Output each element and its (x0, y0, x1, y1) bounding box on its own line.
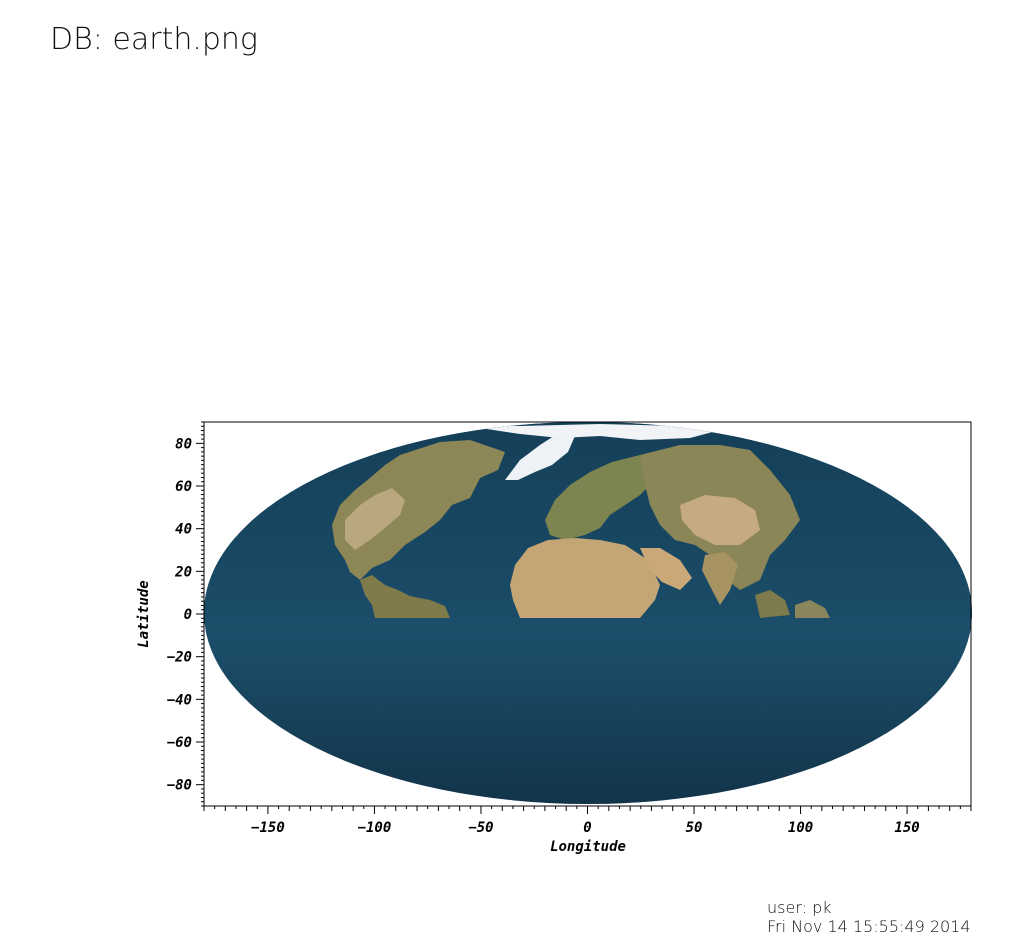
x-tick-label: 50 (686, 820, 703, 836)
land-central-america (360, 575, 450, 618)
y-tick-label: 80 (175, 436, 192, 452)
y-tick-label: −80 (167, 778, 192, 794)
land-arctic-ice (460, 424, 720, 440)
land-southeast-asia (755, 590, 790, 618)
y-axis: −80 −60 −40 −20 0 20 40 60 80 (167, 421, 204, 807)
user-label: user: pk (767, 898, 832, 917)
y-axis-title: Latitude (136, 580, 152, 647)
x-axis-title: Longitude (550, 839, 626, 855)
x-tick-label: −50 (468, 820, 493, 836)
land-arabia (640, 548, 692, 590)
y-tick-label: −60 (167, 735, 192, 751)
x-axis: −150 −100 −50 0 50 100 150 (203, 806, 972, 836)
y-tick-label: 0 (184, 607, 192, 623)
y-tick-label: 40 (175, 522, 192, 538)
timestamp: Fri Nov 14 15:55:49 2014 (767, 917, 971, 936)
globe (204, 422, 972, 804)
y-tick-label: 20 (174, 564, 192, 580)
land-indonesia (795, 600, 830, 618)
x-tick-label: −100 (358, 820, 392, 836)
x-tick-label: 100 (788, 820, 813, 836)
continents (332, 424, 830, 618)
land-india (702, 552, 738, 605)
x-tick-label: −150 (251, 820, 285, 836)
x-tick-label: 150 (894, 820, 919, 836)
y-tick-label: −40 (167, 692, 192, 708)
y-tick-label: −20 (167, 650, 192, 666)
land-asia-plateau (680, 495, 760, 545)
land-north-america (332, 440, 505, 580)
land-africa (510, 538, 660, 618)
land-greenland (505, 432, 575, 480)
user-info: user: pk Fri Nov 14 15:55:49 2014 (767, 898, 971, 936)
y-tick-label: 60 (175, 479, 192, 495)
land-europe (545, 455, 660, 540)
x-tick-label: 0 (583, 820, 591, 836)
database-title: DB: earth.png (50, 22, 258, 57)
land-north-america-west (345, 488, 405, 550)
